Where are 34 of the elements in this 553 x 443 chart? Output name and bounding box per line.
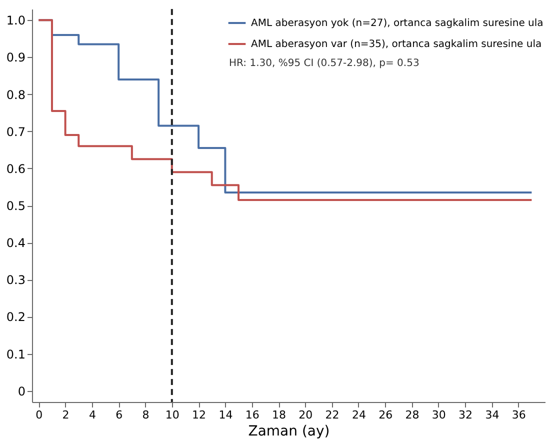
- x-tick-label: 24: [352, 408, 366, 422]
- x-tick-label: 10: [165, 408, 180, 422]
- x-tick-label: 30: [432, 408, 446, 422]
- x-tick-label: 2: [62, 408, 70, 422]
- y-tick-label: 0.6: [6, 162, 26, 176]
- x-tick-label: 0: [36, 408, 43, 422]
- y-tick-label: 0: [18, 384, 26, 398]
- y-tick-label: 0.3: [6, 273, 26, 288]
- y-tick-label: 0.4: [6, 236, 26, 250]
- x-tick-label: 12: [192, 408, 206, 422]
- legend-label: AML aberasyon var (n=35), ortanca sagkalim suresine ula: [251, 39, 542, 50]
- x-tick-label: 28: [405, 408, 420, 422]
- x-tick-label: 8: [142, 408, 150, 422]
- x-tick-label: 20: [298, 408, 313, 422]
- x-axis-title: Zaman (ay): [248, 424, 330, 440]
- x-tick-label: 16: [245, 408, 260, 422]
- x-tick-label: 32: [458, 408, 473, 422]
- y-tick-label: 0.7: [6, 124, 26, 139]
- annotation: HR: 1.30, %95 CI (0.57-2.98), p= 0.53: [229, 58, 420, 69]
- y-tick-label: 0.5: [6, 199, 26, 213]
- x-tick-label: 4: [88, 408, 96, 422]
- x-tick-label: 18: [272, 408, 286, 422]
- x-tick-label: 14: [218, 408, 233, 422]
- x-tick-label: 36: [512, 408, 526, 422]
- x-tick-label: 22: [325, 408, 340, 422]
- y-tick-label: 0.1: [6, 347, 26, 362]
- y-tick-label: 0.9: [6, 50, 26, 65]
- y-tick-label: 0.8: [6, 88, 26, 102]
- y-tick-label: 1.0: [6, 14, 26, 28]
- x-tick-label: 26: [378, 408, 393, 422]
- x-tick-label: 6: [116, 408, 123, 422]
- legend-label: AML aberasyon yok (n=27), ortanca sagkalim suresine ula: [251, 18, 544, 29]
- y-tick-label: 0.2: [6, 310, 26, 324]
- x-tick-label: 34: [485, 408, 500, 422]
